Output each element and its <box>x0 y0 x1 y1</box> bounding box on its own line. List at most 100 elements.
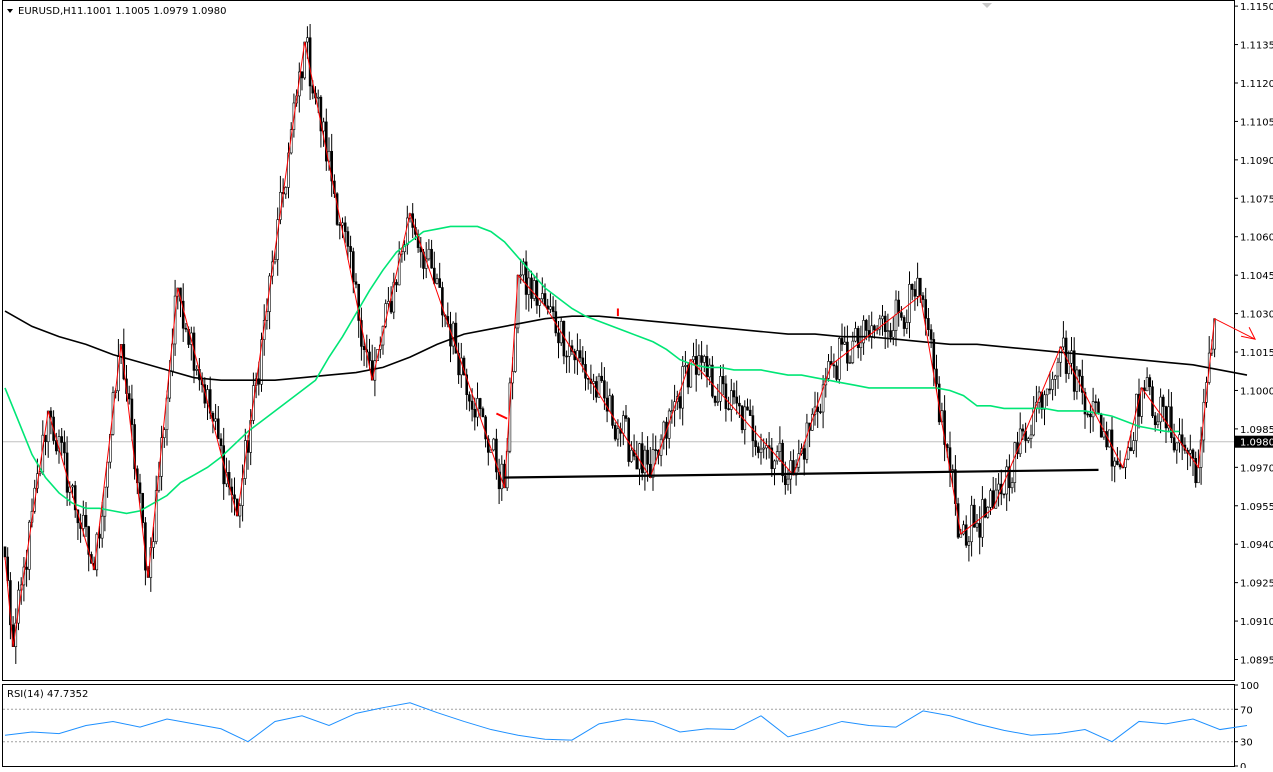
candle-body <box>1126 447 1130 460</box>
candle <box>495 428 498 480</box>
candle <box>600 362 604 383</box>
rsi-line <box>4 702 1248 743</box>
candle-body <box>392 281 396 313</box>
candle <box>900 306 903 321</box>
candle <box>770 437 774 477</box>
candle <box>878 314 882 336</box>
current-price-tag-bg <box>1235 435 1273 448</box>
candle <box>484 414 487 448</box>
candle <box>1051 371 1054 401</box>
candle-body <box>654 449 658 451</box>
candle <box>1175 442 1179 464</box>
candle <box>624 405 628 422</box>
candle <box>891 317 895 346</box>
candle <box>403 240 406 261</box>
candle-body <box>678 396 682 409</box>
rsi-tick-label: 100 <box>1240 681 1259 692</box>
candle <box>324 108 328 171</box>
candle-body <box>978 523 982 538</box>
candle-body <box>106 461 109 488</box>
candle-body <box>651 449 655 478</box>
candle-body <box>916 277 919 297</box>
candle-body <box>1164 406 1168 429</box>
candle-body <box>492 438 496 451</box>
candle <box>927 307 930 337</box>
candle-body <box>387 301 390 304</box>
candle-body <box>624 415 628 419</box>
candle-body <box>257 378 261 385</box>
candle-body <box>319 96 323 132</box>
price-tick-label: 1.0910 <box>1240 617 1273 628</box>
candle-body <box>1143 387 1146 392</box>
rsi-tick-label: 30 <box>1240 738 1253 749</box>
candle <box>964 515 968 548</box>
candle <box>819 403 822 415</box>
candle-body <box>1191 449 1195 459</box>
candle <box>732 382 736 405</box>
candle-body <box>130 398 134 425</box>
candle-body <box>859 342 863 349</box>
candle-body <box>3 546 7 558</box>
candle-body <box>851 340 855 363</box>
candle <box>478 397 482 419</box>
candle-body <box>856 328 860 349</box>
candle-body <box>82 514 85 529</box>
candle-body <box>964 524 968 546</box>
candle <box>1056 357 1060 389</box>
price-tick-label: 1.1060 <box>1240 233 1273 244</box>
symbol-dropdown-icon[interactable] <box>7 9 13 13</box>
candle-body <box>913 289 917 297</box>
candle-body <box>435 278 439 284</box>
candle <box>419 237 423 268</box>
candle <box>1062 321 1065 351</box>
candle <box>1010 477 1014 494</box>
candle-body <box>600 375 604 381</box>
candle-body <box>889 330 892 338</box>
candle <box>1172 423 1176 453</box>
candle <box>613 422 617 442</box>
candle-body <box>597 375 601 398</box>
candle-body <box>962 524 965 535</box>
candle-body <box>535 280 539 306</box>
candle-body <box>1013 442 1017 483</box>
price-tick-label: 1.1000 <box>1240 386 1273 397</box>
candle <box>1048 371 1052 395</box>
candle-body <box>843 341 847 345</box>
candle-body <box>967 541 971 546</box>
candle-body <box>1089 413 1092 418</box>
candle <box>349 235 352 269</box>
candle <box>519 258 523 284</box>
candle-body <box>646 449 649 465</box>
candle-body <box>103 486 107 517</box>
candle <box>60 428 64 456</box>
price-tick-label: 1.1075 <box>1240 194 1273 205</box>
candle <box>638 442 641 486</box>
candle-body <box>643 449 647 474</box>
candle <box>913 281 917 311</box>
candle-body <box>786 478 790 485</box>
candle-body <box>592 381 595 384</box>
candle-body <box>576 350 579 361</box>
candle-body <box>1118 464 1122 468</box>
candle-body <box>1029 434 1033 439</box>
candle-body <box>581 357 585 365</box>
candle-body <box>538 298 541 306</box>
candle-body <box>438 278 442 288</box>
candle <box>1132 432 1135 454</box>
candle-body <box>1054 375 1057 380</box>
candle <box>1170 391 1173 444</box>
candle-body <box>1043 394 1046 410</box>
candle <box>524 250 528 310</box>
candle-body <box>945 444 949 448</box>
candle-body <box>1048 388 1052 391</box>
candle <box>837 336 841 384</box>
candle-body <box>532 280 536 299</box>
candle-body <box>1116 460 1119 465</box>
candle <box>916 262 919 307</box>
candle <box>740 405 744 434</box>
candle <box>802 441 806 476</box>
candle <box>362 338 366 367</box>
candle <box>1191 448 1195 476</box>
